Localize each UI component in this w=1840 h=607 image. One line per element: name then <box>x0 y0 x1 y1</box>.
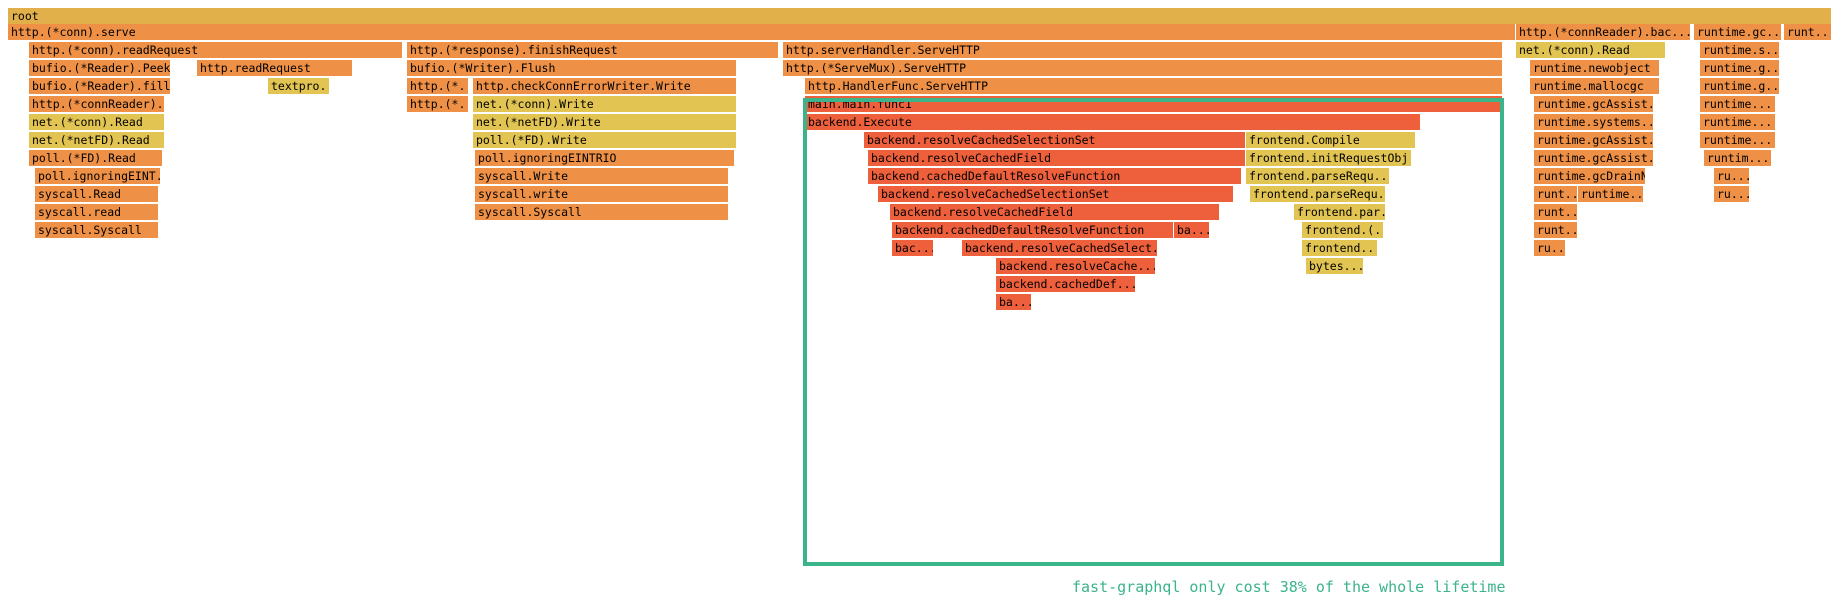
frame-frontend-parserequ-2[interactable]: frontend.parseRequ... <box>1250 186 1386 202</box>
frame-syscall-syscall-1[interactable]: syscall.Syscall <box>475 204 729 220</box>
frame-http-handlerfunc-servehttp[interactable]: http.HandlerFunc.ServeHTTP <box>805 78 1503 94</box>
frame-runt-3[interactable]: runt... <box>1534 222 1578 238</box>
frame-backend-execute[interactable]: backend.Execute <box>805 114 1421 130</box>
frame-runtime-mallocgc[interactable]: runtime.mallocgc <box>1530 78 1660 94</box>
frame-http-conn-serve[interactable]: http.(*conn).serve <box>8 24 1516 40</box>
frame-http-connreader-read[interactable]: http.(*connReader)... <box>29 96 165 112</box>
frame-net-conn-read-bg[interactable]: net.(*conn).Read <box>1516 42 1666 58</box>
frame-http-checkconnerrorwriter-write[interactable]: http.checkConnErrorWriter.Write <box>473 78 737 94</box>
frame-ru-1[interactable]: ru... <box>1714 168 1750 184</box>
frame-runtim[interactable]: runtim... <box>1704 150 1772 166</box>
frame-textpro[interactable]: textpro... <box>268 78 330 94</box>
annotation-text: fast-graphql only cost 38% of the whole … <box>1072 578 1506 596</box>
frame-frontend-compile[interactable]: frontend.Compile <box>1246 132 1416 148</box>
frame-http-response-finishrequest[interactable]: http.(*response).finishRequest <box>407 42 779 58</box>
frame-http-conn-readrequest[interactable]: http.(*conn).readRequest <box>29 42 403 58</box>
frame-poll-fd-read[interactable]: poll.(*FD).Read <box>29 150 163 166</box>
frame-runtime-3[interactable]: runtime.... <box>1700 132 1776 148</box>
frame-backend-resolvecachedselectionset-1[interactable]: backend.resolveCachedSelectionSet <box>864 132 1246 148</box>
frame-runtime-s[interactable]: runtime.s... <box>1700 42 1780 58</box>
frame-runt-2[interactable]: runt... <box>1534 204 1578 220</box>
frame-bufio-reader-fill[interactable]: bufio.(*Reader).fill <box>29 78 171 94</box>
frame-net-netfd-read[interactable]: net.(*netFD).Read <box>29 132 165 148</box>
frame-runt-1[interactable]: runt... <box>1534 186 1578 202</box>
frame-bytes[interactable]: bytes.... <box>1306 258 1364 274</box>
frame-frontend-par[interactable]: frontend.par... <box>1294 204 1386 220</box>
frame-http-readrequest[interactable]: http.readRequest <box>197 60 353 76</box>
frame-runtime-ellipsis[interactable]: runtime... <box>1578 186 1644 202</box>
frame-runtime-1[interactable]: runtime.... <box>1700 96 1776 112</box>
frame-backend-cacheddef[interactable]: backend.cachedDef... <box>996 276 1136 292</box>
frame-runtime-systems[interactable]: runtime.systems... <box>1534 114 1654 130</box>
frame-bac[interactable]: bac... <box>892 240 934 256</box>
frame-runtime-gcdrainn[interactable]: runtime.gcDrainN <box>1534 168 1646 184</box>
frame-frontend-parserequ-1[interactable]: frontend.parseRequ... <box>1246 168 1390 184</box>
frame-net-conn-write[interactable]: net.(*conn).Write <box>473 96 737 112</box>
frame-runtime-gc[interactable]: runtime.gc... <box>1694 24 1782 40</box>
frame-backend-cacheddefaultresolvefunction-1[interactable]: backend.cachedDefaultResolveFunction <box>868 168 1242 184</box>
frame-backend-cacheddefaultresolvefunction-2[interactable]: backend.cachedDefaultResolveFunction <box>892 222 1174 238</box>
frame-runt[interactable]: runt... <box>1784 24 1832 40</box>
frame-runtime-2[interactable]: runtime.... <box>1700 114 1776 130</box>
frame-http-serverhandler-servehttp[interactable]: http.serverHandler.ServeHTTP <box>783 42 1503 58</box>
frame-backend-resolvecachedselect[interactable]: backend.resolveCachedSelect... <box>962 240 1158 256</box>
frame-runtime-gcassist-2[interactable]: runtime.gcAssist... <box>1534 132 1654 148</box>
frame-ru-2[interactable]: ru... <box>1714 186 1750 202</box>
frame-syscall-write-upper[interactable]: syscall.Write <box>475 168 729 184</box>
frame-poll-ignoringeint[interactable]: poll.ignoringEINT... <box>35 168 161 184</box>
frame-runtime-gcassist-1[interactable]: runtime.gcAssist... <box>1534 96 1654 112</box>
frame-backend-resolvecachedfield-1[interactable]: backend.resolveCachedField <box>868 150 1246 166</box>
frame-syscall-syscall-2[interactable]: syscall.Syscall <box>35 222 159 238</box>
frame-frontend-ellipsis[interactable]: frontend.... <box>1302 240 1378 256</box>
frame-runtime-g-2[interactable]: runtime.g... <box>1700 78 1780 94</box>
frame-ru-3[interactable]: ru... <box>1534 240 1566 256</box>
frame-bufio-reader-peek[interactable]: bufio.(*Reader).Peek <box>29 60 171 76</box>
frame-syscall-read-lower[interactable]: syscall.read <box>35 204 159 220</box>
frame-frontend-initrequestobj[interactable]: frontend.initRequestObj... <box>1246 150 1412 166</box>
frame-http-ellipsis-2[interactable]: http.(*... <box>407 96 469 112</box>
frame-backend-resolvecachedselectionset-2[interactable]: backend.resolveCachedSelectionSet <box>878 186 1234 202</box>
frame-poll-fd-write[interactable]: poll.(*FD).Write <box>473 132 737 148</box>
frame-main-main-func1[interactable]: main.main.func1 <box>805 96 1503 112</box>
frame-backend-resolvecachedfield-2[interactable]: backend.resolveCachedField <box>890 204 1220 220</box>
frame-syscall-write-lower[interactable]: syscall.write <box>475 186 729 202</box>
frame-runtime-gcassist-3[interactable]: runtime.gcAssist... <box>1534 150 1654 166</box>
frame-frontend-paren[interactable]: frontend.(... <box>1302 222 1384 238</box>
frame-poll-ignoringeintrio[interactable]: poll.ignoringEINTRIO <box>475 150 735 166</box>
frame-backend-resolvecache[interactable]: backend.resolveCache... <box>996 258 1156 274</box>
frame-http-ellipsis-1[interactable]: http.(*... <box>407 78 469 94</box>
frame-runtime-newobject[interactable]: runtime.newobject <box>1530 60 1660 76</box>
frame-ba-2[interactable]: ba... <box>996 294 1032 310</box>
frame-net-conn-read[interactable]: net.(*conn).Read <box>29 114 165 130</box>
frame-http-connreader-bac[interactable]: http.(*connReader).bac... <box>1516 24 1691 40</box>
frame-root[interactable]: root <box>8 8 1832 24</box>
frame-runtime-g-1[interactable]: runtime.g... <box>1700 60 1780 76</box>
frame-net-netfd-write[interactable]: net.(*netFD).Write <box>473 114 737 130</box>
frame-syscall-read-upper[interactable]: syscall.Read <box>35 186 159 202</box>
frame-ba-1[interactable]: ba... <box>1174 222 1210 238</box>
frame-bufio-writer-flush[interactable]: bufio.(*Writer).Flush <box>407 60 737 76</box>
frame-http-servemux-servehttp[interactable]: http.(*ServeMux).ServeHTTP <box>783 60 1503 76</box>
